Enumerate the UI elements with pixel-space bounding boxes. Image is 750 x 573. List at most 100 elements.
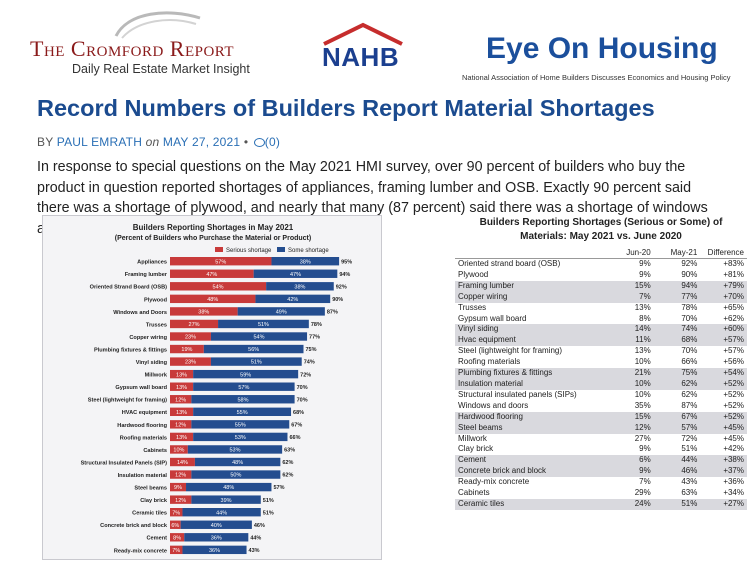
eye-on-housing-logo[interactable]: Eye On Housing	[486, 32, 718, 65]
table-row: Oriented strand board (OSB) 9% 92% +83%	[455, 259, 747, 270]
data-label-serious: 12%	[175, 498, 186, 504]
data-label-serious: 23%	[185, 360, 196, 366]
comment-icon[interactable]	[253, 138, 265, 147]
data-label-some: 56%	[248, 347, 259, 353]
table-row: Hardwood flooring 15% 67% +52%	[455, 411, 747, 423]
table-row: Concrete brick and block 9% 46% +37%	[455, 466, 747, 478]
legend-swatch-serious	[215, 247, 223, 252]
category-label: Concrete brick and block	[100, 523, 168, 529]
data-label-total: 46%	[254, 523, 265, 529]
data-label-total: 68%	[293, 410, 304, 416]
by-label: BY	[37, 135, 54, 149]
row-material: Oriented strand board (OSB)	[458, 259, 561, 268]
author-link[interactable]: PAUL EMRATH	[56, 135, 143, 149]
data-label-serious: 14%	[177, 460, 188, 466]
row-may21: 87%	[681, 400, 698, 410]
table-row: Ceramic tiles 24% 51% +27%	[455, 498, 747, 510]
bar-serious	[170, 344, 204, 354]
row-may21: 44%	[653, 455, 701, 467]
row-difference: +52%	[723, 400, 744, 410]
cromford-report-logo[interactable]: The Cromford Report	[30, 36, 235, 61]
nahb-logo[interactable]: NAHB	[322, 42, 400, 72]
data-label-serious: 10%	[173, 448, 184, 454]
bar-serious	[170, 470, 192, 479]
row-difference: +38%	[700, 455, 747, 467]
row-material: Plywood	[458, 269, 489, 279]
data-label-some: 40%	[211, 523, 222, 529]
row-may21: 67%	[653, 411, 701, 423]
category-label: Copper wiring	[129, 335, 167, 341]
data-label-serious: 47%	[206, 272, 217, 278]
data-label-some: 55%	[235, 422, 246, 428]
data-label-total: 67%	[291, 422, 302, 428]
bar-serious	[170, 420, 192, 429]
data-label-serious: 13%	[176, 385, 187, 391]
data-label-serious: 8%	[173, 535, 181, 541]
row-may21: 57%	[653, 422, 701, 434]
row-may21: 51%	[653, 498, 701, 510]
bar-serious	[170, 382, 194, 391]
row-jun20: 12%	[607, 422, 654, 434]
article-headline[interactable]: Record Numbers of Builders Report Materi…	[37, 95, 655, 121]
category-label: Roofing materials	[120, 435, 167, 441]
publish-date: MAY 27, 2021	[162, 135, 241, 149]
row-jun20: 24%	[607, 498, 654, 510]
article-byline: BY PAUL EMRATH on MAY 27, 2021 • (0)	[37, 135, 280, 149]
row-may21: 74%	[653, 324, 701, 336]
row-difference: +70%	[700, 291, 747, 303]
data-label-some: 42%	[287, 297, 298, 303]
row-may21: 46%	[653, 466, 701, 478]
category-label: Steel (lightweight for framing)	[88, 398, 167, 404]
data-label-total: 43%	[249, 548, 260, 554]
row-material: Hardwood flooring	[455, 411, 608, 423]
table-row: Trusses 13% 78% +65%	[455, 303, 747, 314]
row-material: Millwork	[458, 433, 487, 443]
bar-some	[191, 395, 295, 404]
row-material: Structural insulated panels (SIPs)	[458, 389, 577, 399]
data-label-serious: 13%	[176, 410, 187, 416]
data-label-total: 63%	[284, 448, 295, 454]
bar-some	[237, 307, 325, 316]
table-row: Copper wiring 7% 77% +70%	[455, 291, 747, 303]
bar-serious	[170, 307, 238, 316]
bar-some	[266, 282, 334, 291]
row-difference: +83%	[723, 259, 744, 268]
row-difference: +52%	[723, 389, 744, 399]
table-row: Steel beams 12% 57% +45%	[455, 422, 747, 434]
data-label-some: 53%	[235, 435, 246, 441]
row-difference: +81%	[723, 269, 744, 279]
bar-some	[182, 545, 247, 555]
data-label-serious: 48%	[207, 297, 218, 303]
comments-count-link[interactable]: (0)	[264, 135, 281, 149]
row-material: Windows and doors	[458, 400, 529, 410]
category-label: Clay brick	[140, 498, 168, 504]
row-difference: +52%	[700, 378, 747, 390]
data-label-some: 38%	[294, 284, 305, 290]
data-label-some: 47%	[290, 272, 301, 278]
category-label: Trusses	[146, 322, 167, 328]
table-row: Plywood 9% 90% +81%	[455, 270, 747, 281]
data-label-some: 39%	[221, 498, 232, 504]
row-jun20: 27%	[634, 433, 651, 443]
row-jun20: 15%	[607, 280, 654, 292]
data-label-total: 87%	[327, 310, 338, 316]
row-may21: 43%	[681, 477, 698, 487]
category-label: Hardwood flooring	[117, 423, 167, 429]
bar-serious	[170, 332, 211, 341]
category-label: Cabinets	[143, 448, 167, 454]
article-body: In response to special questions on the …	[37, 159, 708, 237]
row-jun20: 15%	[607, 411, 654, 423]
data-label-total: 62%	[282, 473, 293, 479]
bar-serious	[170, 432, 194, 442]
row-jun20: 7%	[639, 477, 651, 487]
row-may21: 68%	[653, 335, 701, 347]
data-label-some: 38%	[300, 259, 311, 265]
bar-serious	[170, 533, 185, 542]
data-label-some: 36%	[209, 548, 220, 554]
data-label-serious: 57%	[215, 259, 226, 265]
data-label-total: 95%	[341, 259, 352, 265]
row-jun20: 6%	[607, 455, 654, 467]
row-jun20: 13%	[634, 346, 651, 356]
table-row: Roofing materials 10% 66% +56%	[455, 357, 747, 368]
data-label-serious: 13%	[176, 435, 187, 441]
